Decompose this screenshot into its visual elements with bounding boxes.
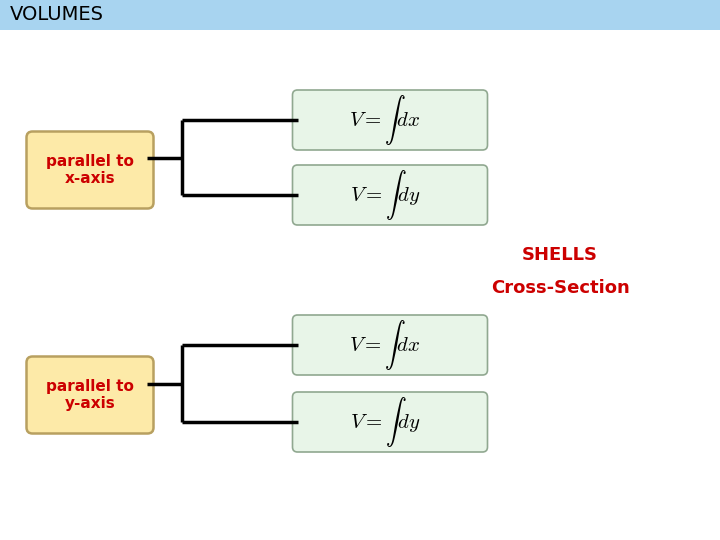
Text: SHELLS: SHELLS (522, 246, 598, 264)
Text: $V = \int dy$: $V = \int dy$ (350, 395, 420, 449)
FancyBboxPatch shape (27, 356, 153, 434)
FancyBboxPatch shape (27, 132, 153, 208)
FancyBboxPatch shape (0, 0, 720, 30)
FancyBboxPatch shape (292, 90, 487, 150)
Text: Cross-Section: Cross-Section (490, 279, 629, 297)
FancyBboxPatch shape (292, 392, 487, 452)
Text: $V = \int dy$: $V = \int dy$ (350, 168, 420, 222)
Text: VOLUMES: VOLUMES (10, 5, 104, 24)
Text: $V = \int dx$: $V = \int dx$ (349, 318, 420, 372)
Text: parallel to
x-axis: parallel to x-axis (46, 154, 134, 186)
FancyBboxPatch shape (292, 315, 487, 375)
FancyBboxPatch shape (292, 165, 487, 225)
Text: $V = \int dx$: $V = \int dx$ (349, 93, 420, 147)
Text: parallel to
y-axis: parallel to y-axis (46, 379, 134, 411)
